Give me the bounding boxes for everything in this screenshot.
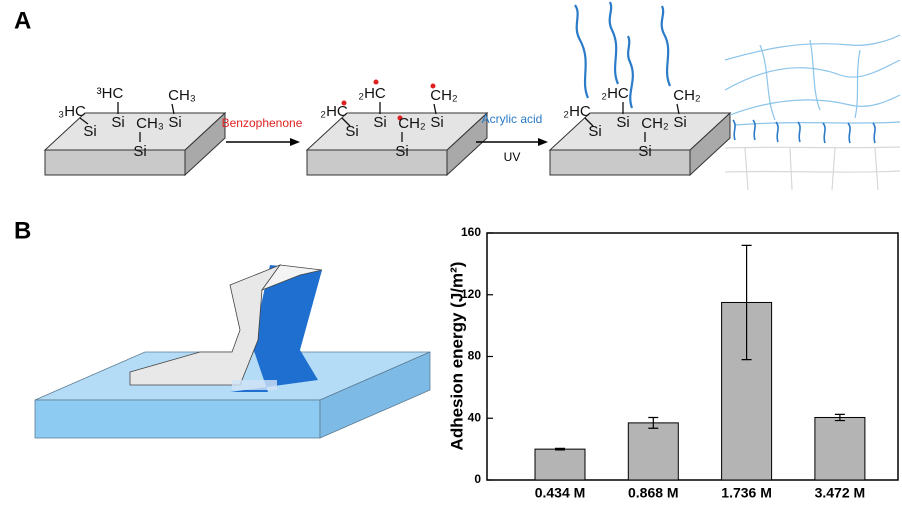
x-tick-label: 1.736 M — [721, 485, 772, 501]
y-tick-label: 160 — [461, 225, 481, 239]
error-bar — [834, 413, 845, 422]
condition-label: UV — [504, 150, 521, 164]
x-tick-label: 0.868 M — [628, 485, 679, 501]
atom-label: Si — [133, 143, 146, 160]
atom-label: CH₂ — [430, 87, 458, 104]
substrate — [305, 111, 489, 177]
substrates — [43, 111, 732, 177]
atom-label: ₂HC — [601, 85, 629, 102]
atom-label: CH₂ — [398, 115, 426, 132]
atom-label: ₂HC — [320, 103, 348, 120]
polymer-chains — [574, 1, 672, 109]
atom-label: Si — [673, 114, 686, 131]
atom-label: CH₃ — [168, 87, 196, 104]
atom-label: Si — [638, 143, 651, 160]
atom-label: ³HC — [97, 85, 124, 102]
atom-label: Si — [616, 114, 629, 131]
atom-label: ₂HC — [563, 103, 591, 120]
atom-label: Si — [345, 123, 358, 140]
error-bar — [741, 244, 752, 361]
atom-label: Si — [111, 114, 124, 131]
radicals — [341, 79, 436, 121]
bar — [534, 448, 586, 481]
reagent-label: Acrylic acid — [482, 112, 543, 126]
atom-label: Si — [83, 123, 96, 140]
panel-label: B — [14, 217, 31, 244]
atom-label: Si — [168, 114, 181, 131]
atom-label: CH₂ — [673, 87, 701, 104]
bonds — [79, 102, 680, 142]
atom-label: Si — [430, 114, 443, 131]
hydrogel-network — [724, 34, 901, 191]
y-tick-label: 80 — [468, 349, 482, 363]
atom-label: Si — [395, 143, 408, 160]
y-axis-label: Adhesion energy (J/m²) — [447, 262, 466, 451]
atom-label: CH₃ — [136, 115, 164, 132]
atom-label: ₃HC — [58, 103, 86, 120]
y-tick-label: 120 — [461, 287, 481, 301]
arrows — [226, 138, 548, 146]
reagent-label: Benzophenone — [222, 116, 303, 130]
error-bar — [648, 416, 659, 429]
bar — [814, 416, 866, 481]
substrate — [43, 111, 227, 177]
atom-label: Si — [373, 114, 386, 131]
y-tick-label: 40 — [468, 410, 482, 424]
atom-label: ₂HC — [358, 85, 386, 102]
panel-label: A — [14, 7, 31, 34]
x-tick-label: 3.472 M — [815, 485, 866, 501]
atom-label: CH₂ — [641, 115, 669, 132]
substrate — [548, 111, 732, 177]
atom-label: Si — [588, 123, 601, 140]
error-bar — [555, 447, 565, 451]
bar — [627, 422, 679, 481]
y-tick-label: 0 — [474, 472, 481, 486]
x-tick-label: 0.434 M — [535, 485, 586, 501]
peel-illustration — [34, 264, 431, 439]
